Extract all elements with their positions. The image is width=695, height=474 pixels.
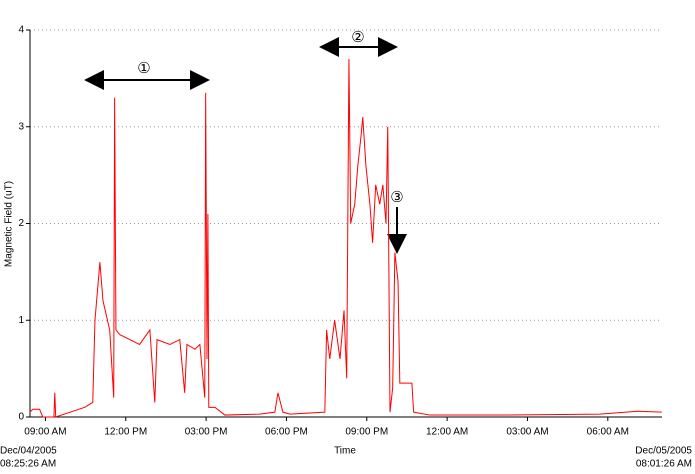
x-tick-label: 12:00 PM	[104, 427, 147, 438]
x-start-date: Dec/04/2005	[0, 446, 57, 457]
x-end-time: 08:01:26 AM	[636, 459, 692, 470]
y-tick-label: 3	[18, 121, 24, 132]
annotation: ③	[390, 189, 403, 206]
x-tick-label: 09:00 PM	[345, 427, 388, 438]
x-tick-label: 09:00 AM	[24, 427, 66, 438]
annotation: ①	[137, 60, 150, 77]
x-tick-label: 03:00 PM	[185, 427, 228, 438]
x-start-time: 08:25:26 AM	[0, 459, 56, 470]
y-tick-label: 4	[18, 25, 24, 36]
y-tick-label: 1	[18, 315, 24, 326]
x-end-date: Dec/05/2005	[635, 446, 692, 457]
data-line	[29, 59, 662, 418]
x-axis-label: Time	[334, 446, 356, 457]
x-tick-label: 12:00 AM	[426, 427, 468, 438]
y-tick-label: 0	[18, 412, 24, 423]
y-axis-label: Magnetic Field (uT)	[4, 181, 15, 267]
annotation: ②	[351, 29, 364, 46]
x-tick-label: 06:00 AM	[587, 427, 629, 438]
x-tick-label: 06:00 PM	[265, 427, 308, 438]
x-tick-label: 03:00 AM	[506, 427, 548, 438]
y-tick-label: 2	[18, 218, 24, 229]
